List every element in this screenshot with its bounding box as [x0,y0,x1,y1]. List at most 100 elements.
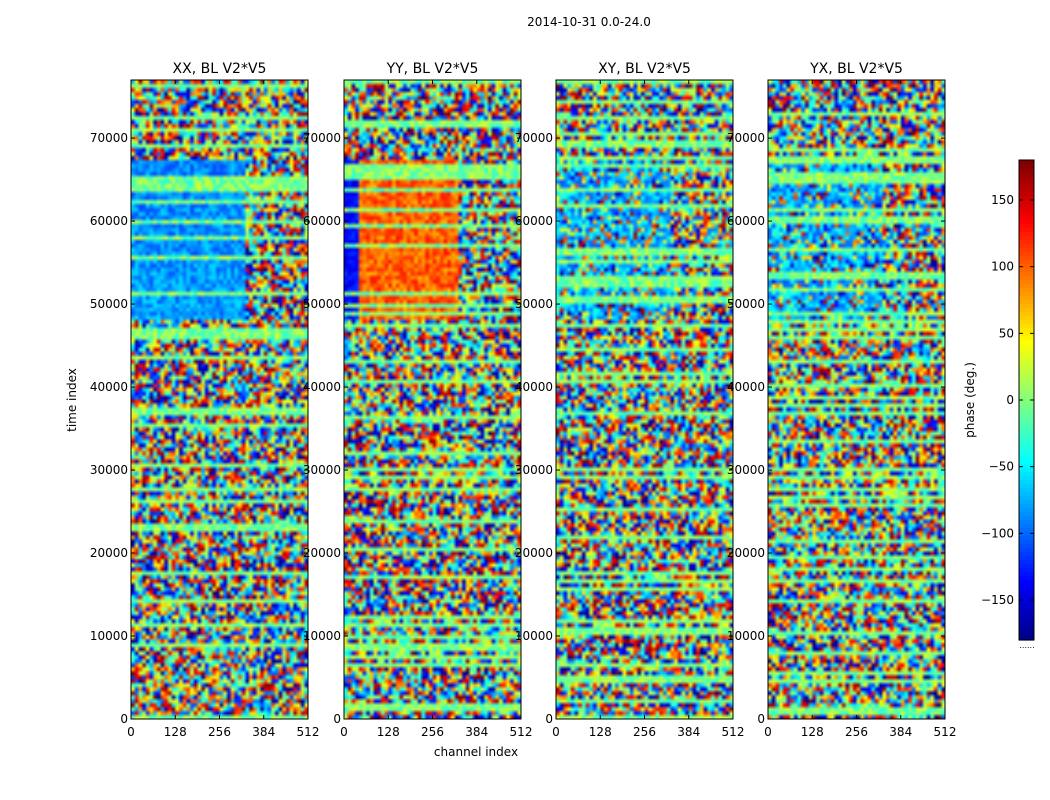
colorbar-segment [1019,364,1034,369]
x-tick-label: 512 [297,725,320,739]
colorbar-segment [1019,312,1034,317]
colorbar-segment [1019,292,1034,297]
colorbar-segment [1019,548,1034,553]
x-tick-label: 0 [552,725,560,739]
panel-title: YY, BL V2*V5 [386,61,479,77]
colorbar-segment [1019,392,1034,397]
colorbar-segment [1019,536,1034,541]
x-tick-label: 512 [510,725,533,739]
colorbar-tick-label: 0 [1006,393,1014,407]
colorbar-tick-label: −100 [981,526,1014,540]
colorbar-segment [1019,264,1034,269]
y-tick-label: 30000 [727,463,765,477]
colorbar-segment [1019,444,1034,449]
y-tick-label: 10000 [303,629,341,643]
colorbar-segment [1019,304,1034,309]
colorbar-segment [1019,344,1034,349]
y-tick-label: 30000 [303,463,341,477]
colorbar-segment [1019,560,1034,565]
colorbar-segment [1019,296,1034,301]
x-tick-label: 128 [164,725,187,739]
colorbar-segment [1019,204,1034,209]
colorbar-segment [1019,440,1034,445]
y-tick-label: 20000 [515,546,553,560]
colorbar-segment [1019,520,1034,525]
colorbar-segment [1019,348,1034,353]
colorbar-segment [1019,276,1034,281]
colorbar-segment [1019,532,1034,537]
x-tick-label: 0 [127,725,135,739]
x-tick-label: 384 [677,725,700,739]
colorbar-segment [1019,488,1034,493]
colorbar-tick-label: 150 [991,193,1014,207]
colorbar-segment [1019,420,1034,425]
colorbar-segment [1019,636,1034,641]
y-tick-label: 10000 [90,629,128,643]
colorbar-segment [1019,356,1034,361]
panel-1: XX, BL V2*V5 0 128 256 384 512 0 10000 20000 3000… [90,61,320,739]
y-tick-label: 20000 [90,546,128,560]
colorbar-segment [1019,396,1034,401]
y-tick-label: 40000 [90,380,128,394]
colorbar-segment [1019,212,1034,217]
panel-title: XY, BL V2*V5 [598,61,691,77]
colorbar-segment [1019,300,1034,305]
colorbar-segment [1019,216,1034,221]
y-tick-label: 40000 [515,380,553,394]
x-tick-label: 0 [340,725,348,739]
colorbar-segment [1019,472,1034,477]
y-tick-label: 0 [333,712,341,726]
y-tick-label: 0 [120,712,128,726]
y-tick-label: 20000 [727,546,765,560]
y-tick-label: 30000 [90,463,128,477]
colorbar-segment [1019,528,1034,533]
colorbar-segment [1019,380,1034,385]
x-tick-label: 384 [889,725,912,739]
y-tick-label: 60000 [90,214,128,228]
colorbar-segment [1019,568,1034,573]
colorbar-segment [1019,584,1034,589]
colorbar-segment [1019,628,1034,633]
colorbar-segment [1019,524,1034,529]
colorbar-segment [1019,352,1034,357]
y-tick-label: 50000 [727,297,765,311]
heatmap-image [344,80,521,719]
colorbar-segment [1019,564,1034,569]
panel-4: YX, BL V2*V5 0 128 256 384 512 0 10000 20000 3000… [727,61,957,739]
colorbar-segment [1019,184,1034,189]
colorbar-tick-label: −50 [989,460,1014,474]
colorbar-segment [1019,424,1034,429]
y-tick-label: 70000 [90,131,128,145]
y-tick-label: 20000 [303,546,341,560]
x-tick-label: 256 [421,725,444,739]
colorbar-segment [1019,388,1034,393]
colorbar-segment [1019,504,1034,509]
colorbar-segment [1019,476,1034,481]
colorbar-segment [1019,492,1034,497]
y-tick-label: 0 [545,712,553,726]
colorbar-segment [1019,508,1034,513]
colorbar-segment [1019,172,1034,177]
colorbar-segment [1019,616,1034,621]
x-tick-label: 0 [764,725,772,739]
y-tick-label: 60000 [727,214,765,228]
colorbar-segment [1019,496,1034,501]
x-tick-label: 256 [845,725,868,739]
colorbar-segment [1019,376,1034,381]
x-axis-label: channel index [434,745,518,759]
colorbar-segment [1019,192,1034,197]
figure-suptitle: 2014-10-31 0.0-24.0 [527,15,651,29]
colorbar-segment [1019,400,1034,405]
colorbar-segment [1019,624,1034,629]
colorbar-segment [1019,480,1034,485]
x-tick-label: 128 [589,725,612,739]
x-tick-label: 128 [801,725,824,739]
colorbar-segment [1019,260,1034,265]
y-tick-label: 0 [757,712,765,726]
colorbar-segment [1019,224,1034,229]
colorbar-min-label: ...... [1019,641,1034,650]
panel-2: YY, BL V2*V5 0 128 256 384 512 0 10000 20000 3000… [303,61,533,739]
colorbar-segment [1019,432,1034,437]
colorbar-segment [1019,484,1034,489]
colorbar-segment [1019,608,1034,613]
